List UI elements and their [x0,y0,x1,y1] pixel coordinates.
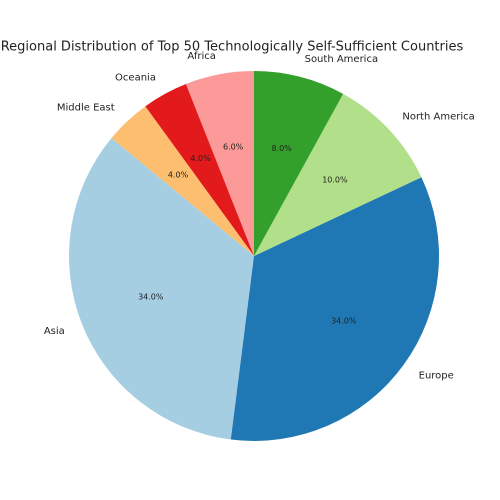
value-label: 34.0% [331,317,357,326]
slice-label: Africa [187,51,216,62]
value-label: 4.0% [168,171,189,180]
pie-slice [145,83,254,256]
pie-slice [111,106,254,257]
value-label: 4.0% [190,154,211,163]
value-label: 10.0% [322,176,348,185]
pie-slice [230,177,439,441]
value-label: 34.0% [138,292,164,301]
slice-label: Europe [419,371,454,382]
pie-slice [254,93,422,256]
slice-label: Oceania [115,73,156,84]
slice-label: South America [305,54,379,65]
pie-slice [254,71,344,256]
pie-slice [185,71,254,256]
value-label: 8.0% [271,144,292,153]
slice-label: Middle East [57,103,115,114]
slice-label: Asia [44,326,65,337]
slice-label: North America [402,112,474,123]
value-label: 6.0% [223,142,244,151]
chart-title: Regional Distribution of Top 50 Technolo… [1,40,464,55]
pie-slice [68,138,254,440]
